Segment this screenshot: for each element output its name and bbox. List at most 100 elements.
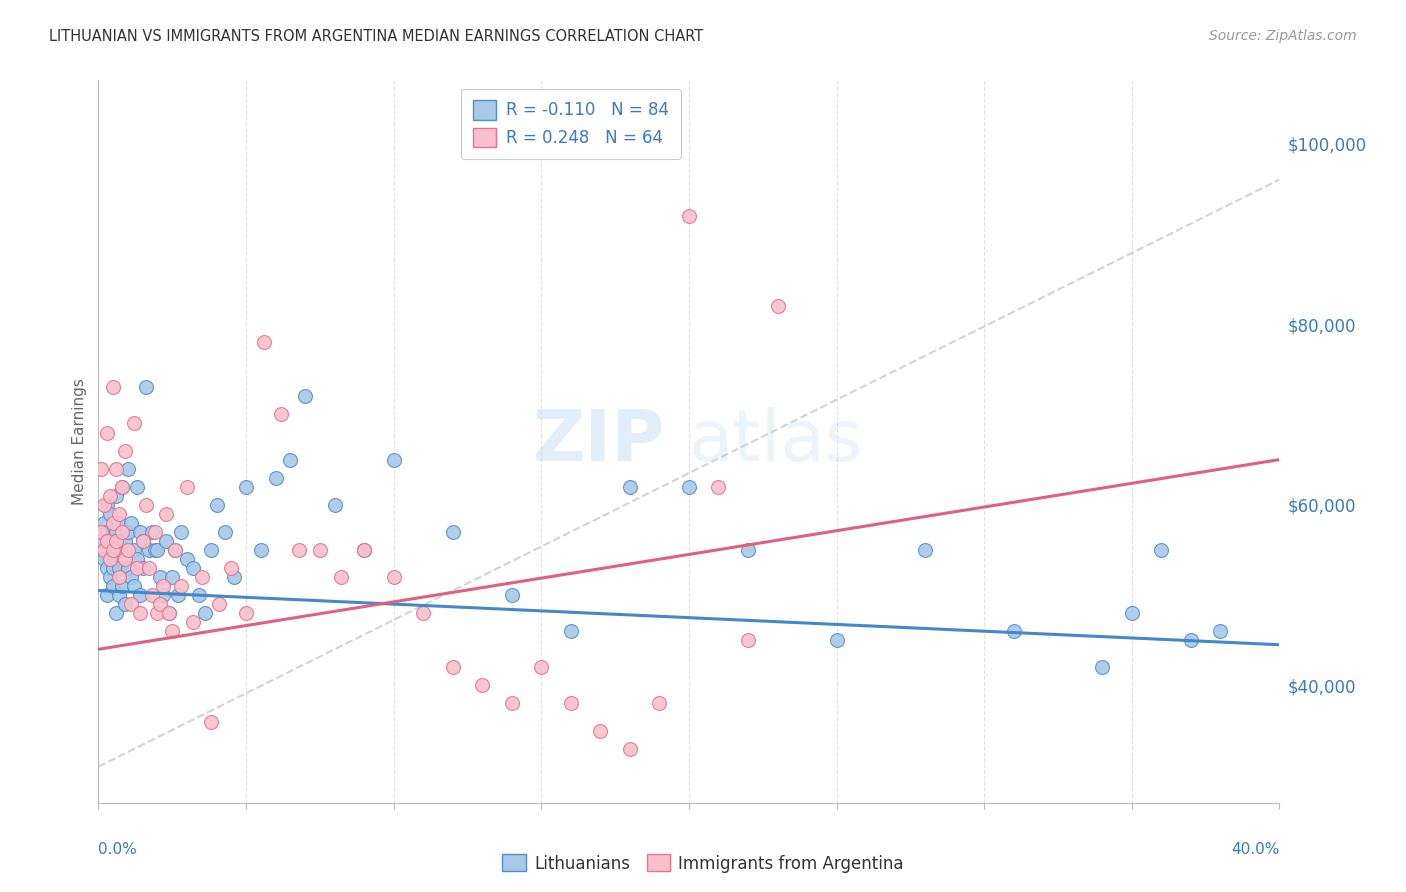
Point bbox=[128, 588, 150, 602]
Point bbox=[117, 542, 139, 557]
Point bbox=[108, 570, 131, 584]
Point bbox=[135, 498, 157, 512]
Point bbox=[103, 542, 125, 557]
Point bbox=[138, 561, 160, 575]
Point bbox=[205, 498, 228, 512]
Legend: Lithuanians, Immigrants from Argentina: Lithuanians, Immigrants from Argentina bbox=[495, 847, 911, 880]
Point bbox=[176, 552, 198, 566]
Point bbox=[235, 606, 257, 620]
Point bbox=[93, 498, 115, 512]
Point bbox=[678, 209, 700, 223]
Point bbox=[441, 524, 464, 539]
Point bbox=[200, 714, 222, 729]
Point bbox=[1091, 660, 1114, 674]
Point bbox=[141, 588, 163, 602]
Point bbox=[825, 633, 848, 648]
Point bbox=[707, 480, 730, 494]
Point bbox=[96, 425, 118, 440]
Point bbox=[170, 524, 193, 539]
Point bbox=[103, 561, 125, 575]
Point bbox=[120, 570, 142, 584]
Point bbox=[560, 697, 582, 711]
Point bbox=[181, 615, 204, 630]
Point bbox=[530, 660, 553, 674]
Point bbox=[157, 606, 180, 620]
Point bbox=[120, 597, 142, 611]
Point bbox=[114, 552, 136, 566]
Point bbox=[114, 597, 136, 611]
Point bbox=[191, 570, 214, 584]
Point bbox=[132, 533, 155, 548]
Point bbox=[111, 480, 134, 494]
Point bbox=[288, 542, 311, 557]
Point bbox=[353, 542, 375, 557]
Point bbox=[122, 542, 145, 557]
Point bbox=[103, 542, 125, 557]
Point bbox=[294, 389, 316, 403]
Point bbox=[98, 552, 121, 566]
Text: 0.0%: 0.0% bbox=[98, 842, 138, 856]
Point bbox=[146, 606, 169, 620]
Point bbox=[167, 588, 190, 602]
Point bbox=[105, 489, 128, 503]
Y-axis label: Median Earnings: Median Earnings bbox=[72, 378, 87, 505]
Point bbox=[224, 570, 246, 584]
Point bbox=[280, 452, 302, 467]
Point bbox=[98, 507, 121, 521]
Point bbox=[149, 570, 172, 584]
Point bbox=[165, 542, 187, 557]
Point bbox=[98, 570, 121, 584]
Point bbox=[329, 570, 352, 584]
Point bbox=[162, 624, 183, 639]
Point bbox=[132, 533, 155, 548]
Point bbox=[1150, 542, 1173, 557]
Point bbox=[170, 579, 193, 593]
Point bbox=[737, 542, 759, 557]
Point bbox=[96, 561, 118, 575]
Point bbox=[93, 516, 115, 530]
Point bbox=[98, 489, 121, 503]
Point bbox=[162, 570, 183, 584]
Point bbox=[250, 542, 273, 557]
Point bbox=[152, 588, 174, 602]
Point bbox=[1209, 624, 1232, 639]
Point bbox=[1180, 633, 1202, 648]
Point bbox=[152, 579, 174, 593]
Point bbox=[117, 561, 139, 575]
Point bbox=[155, 507, 177, 521]
Point bbox=[253, 335, 276, 350]
Point bbox=[103, 516, 125, 530]
Point bbox=[382, 570, 405, 584]
Point bbox=[141, 524, 163, 539]
Point bbox=[120, 516, 142, 530]
Point bbox=[90, 533, 112, 548]
Point bbox=[353, 542, 375, 557]
Point bbox=[105, 524, 128, 539]
Point bbox=[1002, 624, 1025, 639]
Point bbox=[105, 461, 128, 475]
Point bbox=[114, 533, 136, 548]
Point bbox=[200, 542, 222, 557]
Point bbox=[766, 299, 789, 313]
Point bbox=[117, 524, 139, 539]
Text: Source: ZipAtlas.com: Source: ZipAtlas.com bbox=[1209, 29, 1357, 44]
Point bbox=[90, 461, 112, 475]
Point bbox=[471, 678, 494, 692]
Point bbox=[122, 579, 145, 593]
Point bbox=[93, 552, 115, 566]
Point bbox=[589, 723, 612, 738]
Point bbox=[194, 606, 217, 620]
Legend: R = -0.110   N = 84, R = 0.248   N = 64: R = -0.110 N = 84, R = 0.248 N = 64 bbox=[461, 88, 681, 159]
Point bbox=[122, 417, 145, 431]
Point bbox=[96, 588, 118, 602]
Point bbox=[382, 452, 405, 467]
Point bbox=[235, 480, 257, 494]
Point bbox=[914, 542, 936, 557]
Point bbox=[678, 480, 700, 494]
Text: ZIP: ZIP bbox=[533, 407, 665, 476]
Point bbox=[501, 588, 523, 602]
Point bbox=[138, 542, 160, 557]
Point bbox=[125, 552, 148, 566]
Point bbox=[103, 380, 125, 394]
Text: 40.0%: 40.0% bbox=[1232, 842, 1279, 856]
